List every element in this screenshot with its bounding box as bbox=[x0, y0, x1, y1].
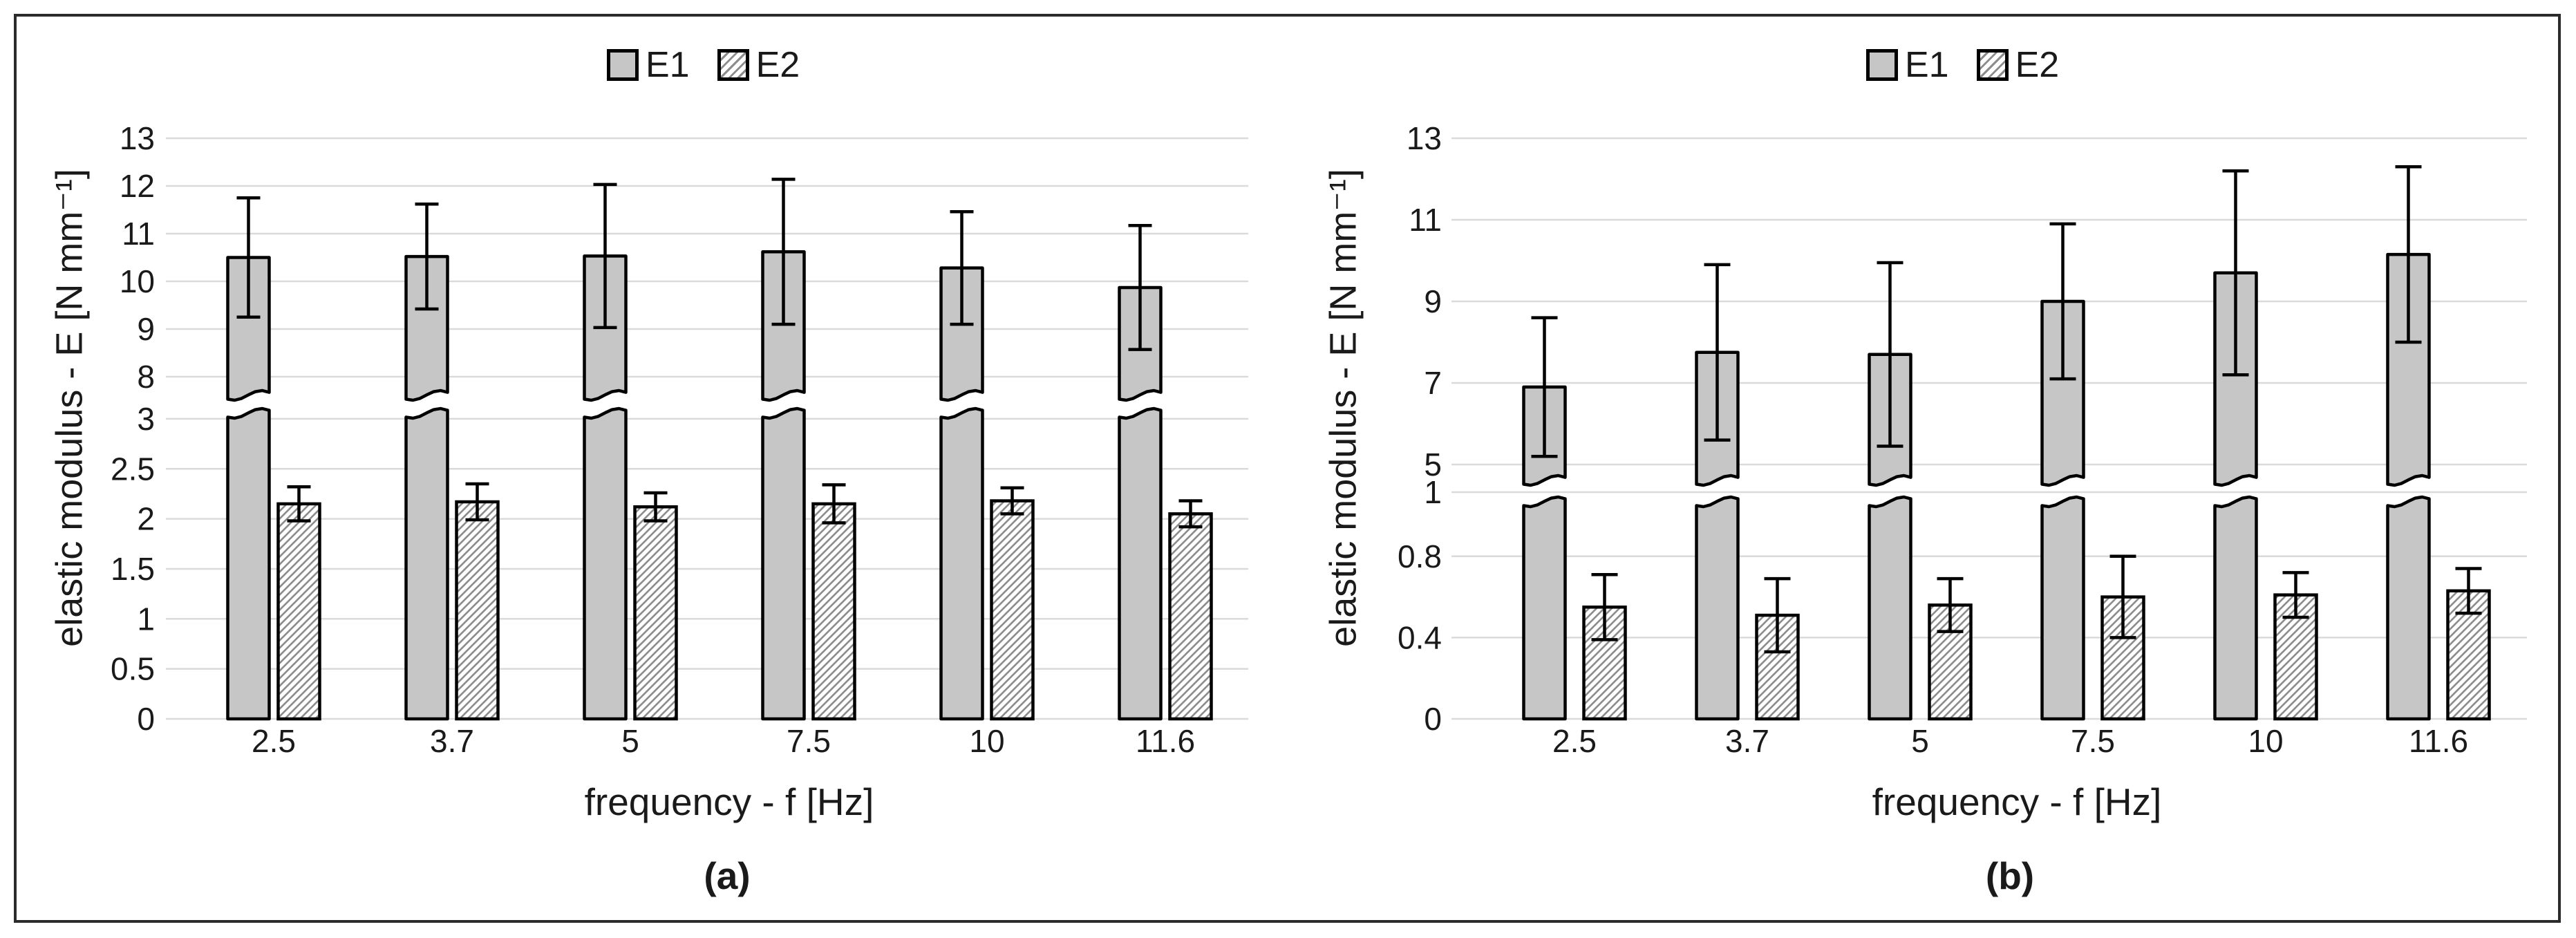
y-tick-label: 11 bbox=[122, 216, 155, 252]
legend-item-e1: E1 bbox=[607, 44, 690, 86]
y-tick-label: 5 bbox=[1424, 447, 1442, 482]
y-tick-label: 0.4 bbox=[1398, 619, 1442, 655]
chart-a-caption: (a) bbox=[704, 854, 751, 897]
legend-swatch-e1-icon bbox=[1866, 49, 1898, 81]
y-tick-label: 1.5 bbox=[111, 551, 155, 587]
chart-a-legend: E1 E2 bbox=[607, 44, 800, 86]
x-tick-label: 3.7 bbox=[1725, 723, 1769, 759]
chart-a-plot: 13 12 11 10 9 8 3 2.5 2 1.5 1 0.5 0 2.5 3.7 5 7.5 10 11.6 bbox=[111, 120, 1248, 759]
chart-a-y-axis-title: elastic modulus - E [N mm⁻¹] bbox=[48, 169, 91, 647]
x-tick-label: 11.6 bbox=[2409, 723, 2468, 759]
y-tick-label: 1 bbox=[137, 601, 155, 637]
bar-e1-lower bbox=[1695, 495, 1740, 721]
bar-e1-lower bbox=[2213, 495, 2258, 721]
bar-e1-upper bbox=[226, 256, 271, 402]
bar-e1-upper bbox=[939, 266, 984, 402]
y-tick-label: 9 bbox=[1424, 283, 1442, 319]
bar-e1-lower bbox=[939, 406, 984, 721]
chart-b-y-axis-title: elastic modulus - E [N mm⁻¹] bbox=[1322, 169, 1364, 647]
y-tick-label: 13 bbox=[120, 120, 155, 156]
legend-swatch-e1-icon bbox=[607, 49, 639, 81]
legend-item-e2: E2 bbox=[717, 44, 800, 86]
x-tick-label: 2.5 bbox=[1552, 723, 1597, 759]
y-tick-label: 0 bbox=[137, 701, 155, 737]
y-tick-label: 0.5 bbox=[111, 651, 155, 687]
y-tick-label: 7 bbox=[1424, 365, 1442, 401]
chart-b-legend: E1 E2 bbox=[1866, 44, 2059, 86]
legend-item-e2: E2 bbox=[1976, 44, 2060, 86]
y-tick-label: 13 bbox=[1407, 120, 1442, 156]
y-tick-label: 0.8 bbox=[1398, 538, 1442, 574]
x-tick-label: 5 bbox=[1911, 723, 1929, 759]
bar-e1-upper bbox=[2040, 299, 2085, 487]
bar-e2 bbox=[1168, 512, 1213, 721]
chart-b-caption: (b) bbox=[1985, 854, 2035, 897]
bar-e1-lower bbox=[1522, 495, 1567, 721]
y-tick-label: 9 bbox=[137, 311, 155, 347]
y-tick-label: 11 bbox=[1409, 202, 1442, 238]
x-tick-label: 7.5 bbox=[2071, 723, 2115, 759]
legend-label-e2: E2 bbox=[755, 45, 800, 85]
x-tick-label: 2.5 bbox=[252, 723, 296, 759]
bar-e2 bbox=[633, 505, 678, 721]
bar-e1-lower bbox=[2040, 495, 2085, 721]
y-tick-label: 3 bbox=[137, 401, 155, 437]
chart-a-x-axis-title: frequency - f [Hz] bbox=[584, 780, 874, 823]
bar-e1-upper bbox=[404, 254, 449, 402]
legend-label-e2: E2 bbox=[2015, 45, 2060, 85]
bar-e1-lower bbox=[761, 406, 806, 721]
y-tick-label: 12 bbox=[120, 168, 155, 204]
x-tick-label: 7.5 bbox=[787, 723, 831, 759]
legend-swatch-e2-icon bbox=[1976, 49, 2009, 81]
bar-e2 bbox=[455, 500, 500, 721]
legend-swatch-e2-icon bbox=[717, 49, 749, 81]
bar-e1-lower bbox=[1868, 495, 1912, 721]
legend-label-e1: E1 bbox=[646, 45, 690, 85]
y-tick-label: 8 bbox=[137, 359, 155, 395]
legend-label-e1: E1 bbox=[1905, 45, 1949, 85]
y-tick-label: 1 bbox=[1424, 474, 1442, 510]
bar-e1-lower bbox=[1118, 406, 1163, 721]
x-tick-label: 3.7 bbox=[430, 723, 474, 759]
legend-item-e1: E1 bbox=[1866, 44, 1949, 86]
bar-e1-lower bbox=[2386, 495, 2431, 721]
chart-b-x-axis-title: frequency - f [Hz] bbox=[1872, 780, 2162, 823]
y-tick-label: 10 bbox=[120, 263, 155, 299]
x-tick-label: 11.6 bbox=[1136, 723, 1195, 759]
x-tick-label: 10 bbox=[2248, 723, 2283, 759]
y-tick-label: 2.5 bbox=[111, 451, 155, 487]
x-tick-label: 10 bbox=[969, 723, 1004, 759]
bar-e1-lower bbox=[583, 406, 628, 721]
bar-e1-upper bbox=[2213, 271, 2258, 487]
bar-e1-lower bbox=[226, 406, 271, 721]
bar-e2 bbox=[276, 502, 321, 721]
bar-e1-upper bbox=[2386, 252, 2431, 487]
bar-e2 bbox=[811, 502, 856, 721]
bar-e2 bbox=[990, 499, 1035, 721]
bar-e1-lower bbox=[404, 406, 449, 721]
y-tick-label: 2 bbox=[137, 501, 155, 537]
x-tick-label: 5 bbox=[621, 723, 639, 759]
bar-e1-upper bbox=[761, 250, 806, 402]
y-tick-label: 0 bbox=[1424, 701, 1442, 737]
